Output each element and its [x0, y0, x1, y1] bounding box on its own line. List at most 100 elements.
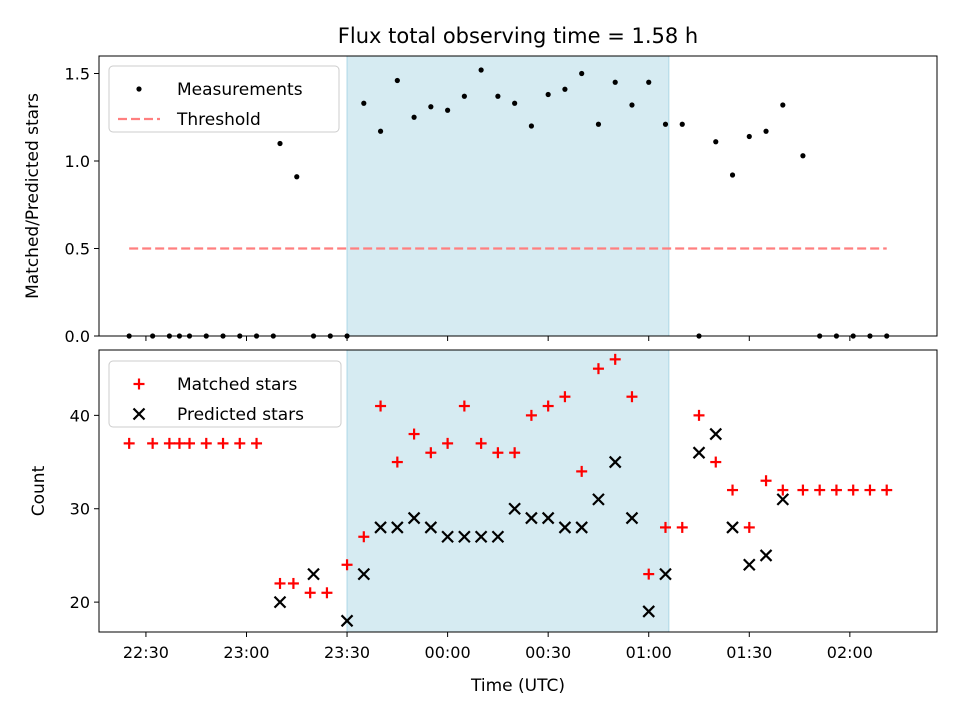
measurement-point — [512, 100, 518, 106]
measurement-point — [679, 121, 685, 127]
measurement-point — [428, 104, 434, 110]
predicted-star-point — [759, 549, 773, 562]
matched-star-point — [408, 428, 420, 440]
measurement-point — [612, 79, 618, 85]
matched-star-point — [609, 353, 621, 365]
predicted-star-point — [525, 511, 538, 525]
predicted-star-point — [709, 427, 723, 441]
count-axes-frame — [98, 349, 938, 633]
matched-star-point — [576, 465, 588, 477]
shaded-span — [346, 349, 670, 633]
x-axis-label: Time (UTC) — [470, 676, 565, 696]
matched-star-point — [274, 577, 286, 589]
matched-star-point — [830, 484, 842, 496]
measurement-point — [729, 172, 736, 178]
measurement-point — [545, 91, 551, 98]
y-tick-label: 1.5 — [65, 65, 90, 84]
x-tick-label: 23:30 — [324, 643, 370, 662]
legend-label: Matched stars — [177, 375, 297, 395]
shaded-span — [346, 55, 670, 337]
predicted-star-point — [541, 511, 555, 525]
matched-star-point — [375, 400, 387, 412]
legend-box — [108, 65, 340, 133]
predicted-star-point — [625, 511, 639, 525]
predicted-star-point — [307, 567, 320, 581]
count-legend: Matched stars Predicted stars — [108, 360, 342, 428]
matched-star-point — [777, 484, 789, 496]
measurement-point — [294, 174, 300, 180]
measurement-point — [562, 86, 568, 92]
measurement-point — [579, 70, 585, 77]
measurement-point — [495, 93, 501, 99]
ratio-y-ticks: 0.0 0.5 1.0 1.5 — [65, 65, 99, 346]
measurement-point — [377, 128, 384, 134]
matched-star-point — [358, 531, 370, 543]
measurement-point — [629, 102, 635, 108]
matched-star-point — [492, 447, 504, 459]
matched-star-point — [163, 437, 175, 449]
measurement-point — [478, 67, 484, 73]
matched-star-point — [592, 363, 604, 375]
matched-star-point — [881, 484, 893, 496]
matched-star-point — [304, 587, 316, 599]
y-tick-label: 40 — [70, 406, 90, 425]
predicted-star-point — [474, 530, 488, 544]
x-tick-label: 00:00 — [425, 643, 471, 662]
matched-star-point — [458, 400, 470, 412]
matched-star-point — [234, 437, 246, 449]
x-tick-label: 22:30 — [123, 643, 169, 662]
matched-star-point — [542, 400, 554, 412]
matched-star-point — [525, 409, 537, 421]
matched-star-point — [425, 447, 437, 459]
measurement-point — [595, 121, 602, 127]
predicted-star-point — [659, 567, 672, 581]
matched-star-point — [643, 568, 655, 580]
x-tick-label: 00:30 — [525, 643, 571, 662]
count-y-axis-label: Count — [29, 465, 49, 516]
predicted-stars-series — [273, 427, 790, 628]
measurement-point — [646, 79, 652, 85]
legend-dot-marker — [136, 86, 142, 92]
matched-star-point — [341, 559, 353, 571]
predicted-star-point — [776, 493, 790, 506]
predicted-star-point — [441, 530, 454, 544]
measurement-point — [662, 121, 669, 127]
matched-star-point — [442, 437, 454, 449]
y-tick-label: 30 — [70, 500, 90, 519]
legend-x-marker-b — [132, 407, 146, 421]
predicted-star-point — [558, 521, 572, 534]
predicted-star-point — [391, 521, 404, 534]
matched-star-point — [847, 484, 859, 496]
matched-star-point — [626, 391, 638, 403]
count-x-ticks: 22:30 23:00 23:30 00:00 00:30 01:00 01:30 02:00 — [123, 632, 873, 662]
legend-box — [108, 360, 342, 428]
matched-star-point — [391, 456, 403, 468]
matched-star-point — [184, 437, 196, 449]
measurement-point — [713, 139, 719, 145]
predicted-star-point — [357, 567, 371, 581]
matched-star-point — [251, 437, 263, 449]
predicted-star-point — [692, 446, 706, 459]
matched-star-point — [814, 484, 826, 496]
predicted-star-point — [726, 521, 739, 534]
measurement-point — [763, 128, 769, 134]
predicted-star-point — [374, 521, 387, 534]
matched-star-point — [321, 587, 333, 599]
x-tick-label: 23:00 — [223, 643, 269, 662]
chart-title: Flux total observing time = 1.58 h — [338, 24, 698, 48]
legend-label: Measurements — [177, 80, 303, 100]
matched-star-point — [693, 409, 705, 421]
y-tick-label: 0.5 — [65, 240, 90, 259]
measurement-point — [394, 77, 400, 84]
matched-star-point — [743, 521, 755, 533]
ratio-legend: Measurements Threshold — [108, 65, 340, 133]
legend-label: Threshold — [176, 110, 261, 130]
matched-star-point — [659, 521, 671, 533]
y-tick-label: 0.0 — [65, 327, 90, 346]
predicted-star-point — [642, 605, 656, 618]
x-tick-label: 01:30 — [726, 643, 772, 662]
ratio-panel: 0.0 0.5 1.0 1.5 Matched/Predicted stars Mea… — [23, 55, 938, 346]
x-tick-label: 02:00 — [827, 643, 873, 662]
x-tick-label: 01:00 — [626, 643, 672, 662]
